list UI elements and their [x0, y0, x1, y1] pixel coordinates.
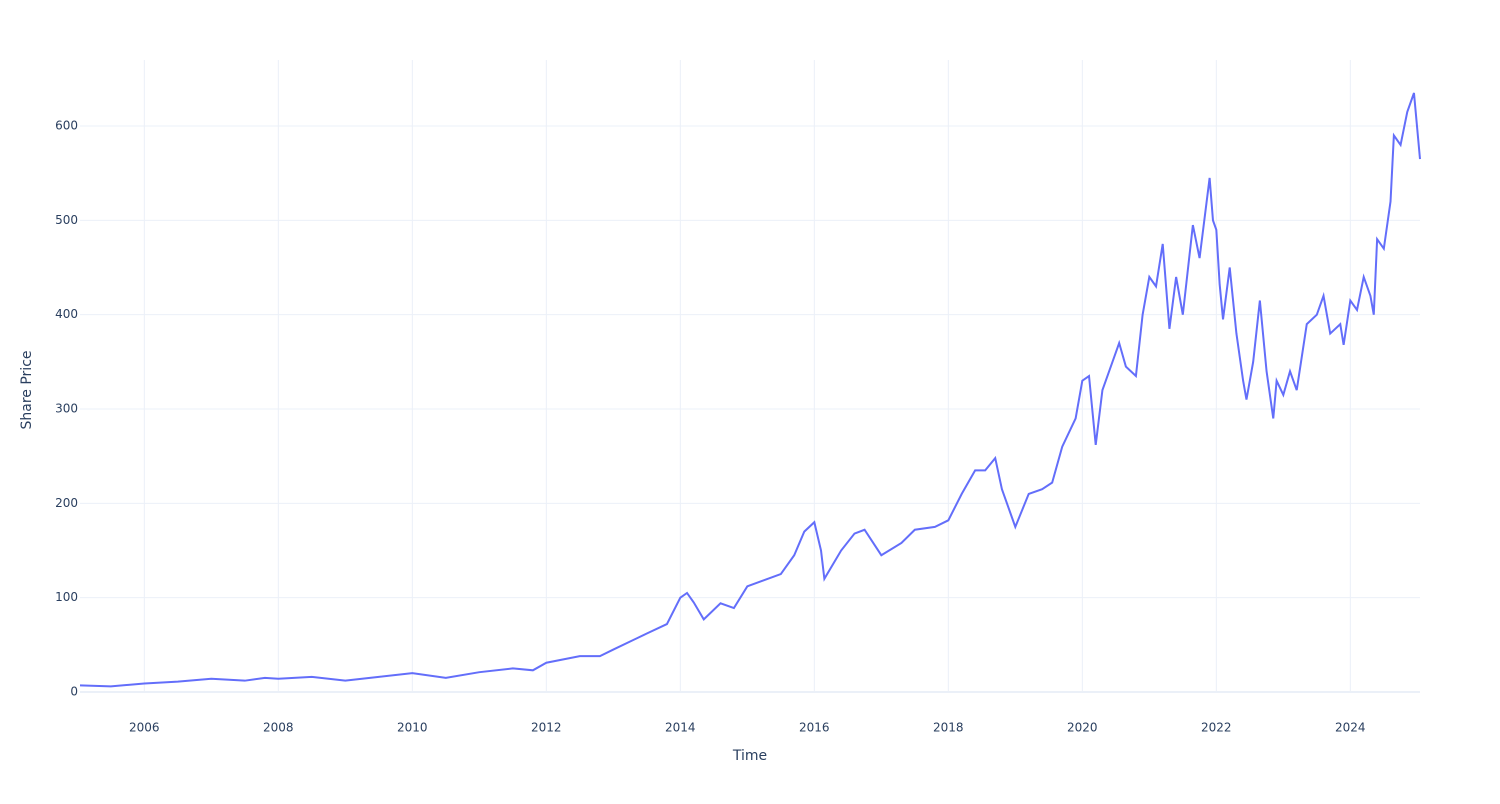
x-tick-label: 2022	[1201, 721, 1232, 735]
y-tick-label: 400	[55, 307, 78, 321]
y-tick-label: 300	[55, 402, 78, 416]
x-tick-label: 2008	[263, 721, 294, 735]
y-tick-label: 0	[70, 685, 78, 699]
x-axis-title: Time	[732, 748, 767, 764]
x-tick-label: 2010	[397, 721, 428, 735]
line	[79, 92, 1421, 688]
y-axis-title: Share Price	[19, 350, 35, 429]
x-tick-label: 2020	[1067, 721, 1098, 735]
x-tick-label: 2014	[665, 721, 696, 735]
x-tick-label: 2016	[799, 721, 830, 735]
x-tick-label: 2024	[1335, 721, 1366, 735]
x-tick-label: 2012	[531, 721, 562, 735]
y-tick-label: 600	[55, 119, 78, 133]
y-tick-label: 200	[55, 496, 78, 510]
y-tick-label: 100	[55, 590, 78, 604]
x-tick-label: 2018	[933, 721, 964, 735]
x-tick-label: 2006	[129, 721, 160, 735]
y-tick-label: 500	[55, 213, 78, 227]
